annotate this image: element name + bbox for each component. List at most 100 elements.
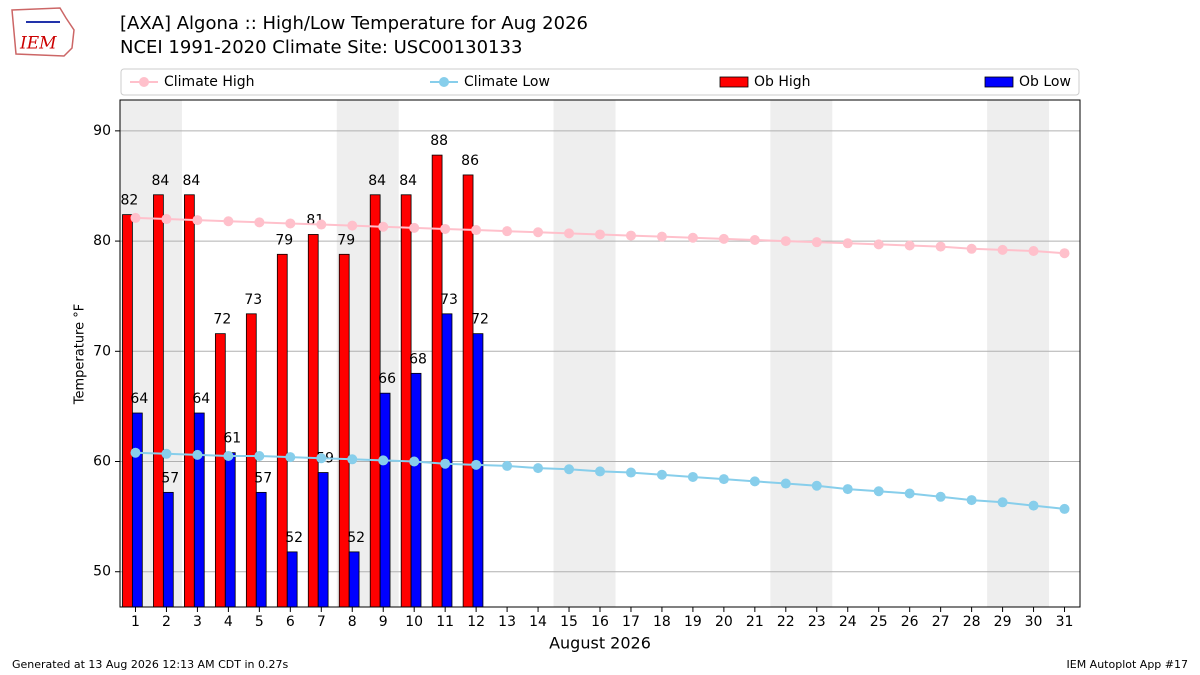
bar xyxy=(338,253,350,608)
point xyxy=(409,456,420,467)
bar xyxy=(369,194,381,608)
bar xyxy=(224,452,236,608)
x-tick-label: 23 xyxy=(808,614,826,630)
point xyxy=(595,466,605,477)
point xyxy=(904,488,915,499)
point xyxy=(347,220,358,231)
x-tick-label: 15 xyxy=(560,614,578,630)
data-label: 79 xyxy=(275,232,293,248)
logo-outline xyxy=(11,7,75,57)
point xyxy=(718,233,729,244)
point xyxy=(966,495,977,506)
logo: IEM xyxy=(11,7,75,57)
legend-swatch xyxy=(439,77,449,87)
point xyxy=(935,491,946,502)
data-label: 64 xyxy=(130,391,148,407)
x-tick-label: 21 xyxy=(746,614,764,630)
point xyxy=(533,463,544,474)
footer-right: IEM Autoplot App #17 xyxy=(1067,658,1189,671)
point xyxy=(842,484,853,495)
point xyxy=(161,448,172,459)
point xyxy=(440,458,451,469)
x-tick-label: 24 xyxy=(839,614,857,630)
y-tick-label: 70 xyxy=(93,343,111,359)
bar xyxy=(307,234,319,608)
point xyxy=(223,216,234,227)
data-label: 84 xyxy=(368,173,386,189)
y-axis-label: Temperature °F xyxy=(73,304,88,405)
point xyxy=(687,471,698,482)
point xyxy=(347,454,358,465)
x-tick-label: 17 xyxy=(622,614,640,630)
point xyxy=(904,240,915,251)
bar xyxy=(276,253,288,608)
point xyxy=(687,232,698,243)
logo-text: IEM xyxy=(19,34,57,54)
x-tick-label: 28 xyxy=(963,614,981,630)
point xyxy=(1028,500,1039,511)
x-tick-label: 30 xyxy=(1025,614,1043,630)
bar xyxy=(348,551,360,608)
x-tick-label: 25 xyxy=(870,614,888,630)
point xyxy=(471,225,482,236)
x-tick-label: 7 xyxy=(317,614,326,630)
chart-title: [AXA] Algona :: High/Low Temperature for… xyxy=(120,13,588,34)
point xyxy=(656,469,667,480)
data-label: 73 xyxy=(244,292,262,308)
bar xyxy=(255,491,267,608)
legend-box xyxy=(120,68,1080,96)
x-tick-label: 6 xyxy=(286,614,295,630)
point xyxy=(718,474,729,485)
data-label: 52 xyxy=(347,530,365,546)
point xyxy=(533,227,544,238)
x-tick-label: 12 xyxy=(467,614,485,630)
point xyxy=(223,451,234,462)
x-tick-label: 19 xyxy=(684,614,702,630)
legend-swatch xyxy=(719,76,749,88)
y-tick-label: 60 xyxy=(93,454,111,470)
x-tick-label: 26 xyxy=(901,614,919,630)
weekend-shade xyxy=(770,100,833,607)
x-tick-label: 9 xyxy=(379,614,388,630)
bar xyxy=(214,333,226,608)
plot-frame xyxy=(119,99,1081,608)
point xyxy=(564,228,575,239)
point xyxy=(502,460,513,471)
data-label: 68 xyxy=(409,351,427,367)
x-tick-label: 8 xyxy=(348,614,357,630)
point xyxy=(749,234,760,245)
data-label: 86 xyxy=(461,153,479,169)
point xyxy=(316,219,327,230)
data-label: 84 xyxy=(151,173,169,189)
x-tick-label: 27 xyxy=(932,614,950,630)
point xyxy=(873,239,884,250)
bar xyxy=(162,491,174,608)
data-label: 57 xyxy=(254,470,272,486)
y-tick-label: 80 xyxy=(93,233,111,249)
data-label: 84 xyxy=(399,173,417,189)
point xyxy=(595,229,605,240)
data-label: 84 xyxy=(182,173,200,189)
bar xyxy=(131,412,143,608)
x-tick-label: 3 xyxy=(193,614,202,630)
bar xyxy=(462,174,474,608)
bar xyxy=(431,154,443,608)
point xyxy=(285,452,296,463)
point xyxy=(564,464,575,475)
legend-swatch xyxy=(139,77,149,87)
point xyxy=(1028,245,1039,256)
chart-subtitle: NCEI 1991-2020 Climate Site: USC00130133 xyxy=(120,37,522,58)
bar xyxy=(400,194,412,608)
bar xyxy=(245,313,257,608)
bar xyxy=(153,194,164,608)
x-tick-label: 11 xyxy=(436,614,454,630)
point xyxy=(811,480,822,491)
point xyxy=(254,217,265,228)
point xyxy=(997,244,1008,255)
x-tick-label: 22 xyxy=(777,614,795,630)
data-label: 72 xyxy=(213,312,231,328)
weekend-shade xyxy=(987,100,1050,607)
data-label: 73 xyxy=(440,292,458,308)
point xyxy=(378,221,389,232)
x-tick-label: 29 xyxy=(994,614,1012,630)
